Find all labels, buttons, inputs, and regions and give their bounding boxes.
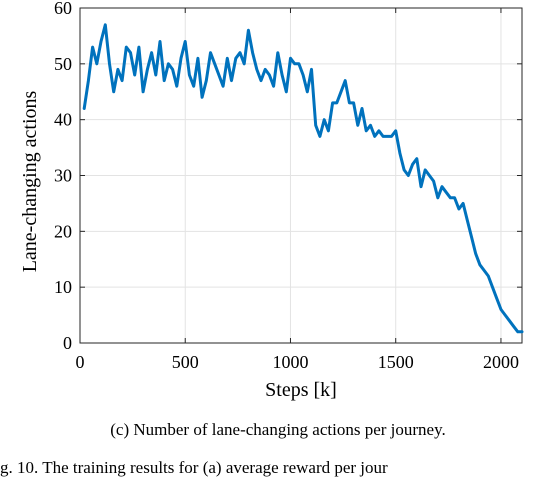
x-tick-label: 500 [172, 352, 199, 372]
y-ticks: 0 10 20 30 40 50 60 [54, 0, 522, 353]
y-tick-label: 30 [54, 166, 72, 186]
x-axis-label: Steps [k] [265, 379, 337, 401]
y-tick-label: 0 [63, 333, 72, 353]
x-ticks: 0 500 1000 1500 2000 [76, 8, 519, 372]
y-tick-label: 10 [54, 277, 72, 297]
y-tick-label: 40 [54, 110, 72, 130]
figure-caption: (c) Number of lane-changing actions per … [110, 420, 446, 439]
y-tick-label: 60 [54, 0, 72, 18]
x-tick-label: 0 [76, 352, 85, 372]
y-tick-label: 50 [54, 54, 72, 74]
y-tick-label: 20 [54, 221, 72, 241]
grid [79, 7, 522, 344]
series-line [82, 23, 524, 334]
bottom-text: g. 10. The training results for (a) aver… [0, 458, 388, 477]
y-axis-label: Lane-changing actions [19, 90, 41, 272]
x-tick-label: 1000 [272, 352, 308, 372]
x-tick-label: 2000 [483, 352, 519, 372]
x-tick-label: 1500 [378, 352, 414, 372]
